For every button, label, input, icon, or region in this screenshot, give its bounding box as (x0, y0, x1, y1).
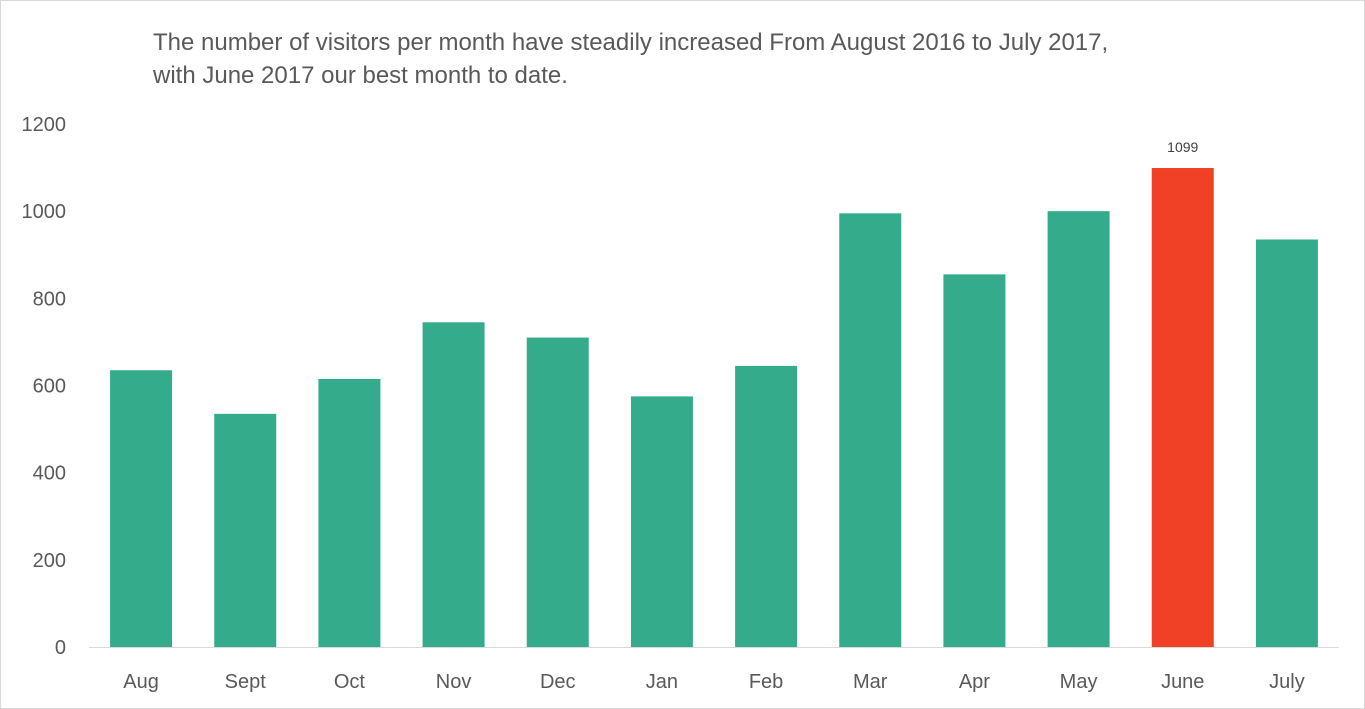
x-tick-label-feb: Feb (749, 671, 783, 693)
bar-july (1255, 239, 1318, 647)
y-axis-ticks: 0 200 400 600 800 1000 1200 (22, 114, 67, 659)
bar-nov (422, 322, 485, 647)
bar-may (1047, 211, 1110, 647)
bar-jan (630, 396, 693, 647)
x-tick-label-sept: Sept (225, 671, 267, 693)
x-tick-label-nov: Nov (436, 671, 472, 693)
chart-title: The number of visitors per month have st… (153, 26, 1303, 92)
chart-title-line-1: The number of visitors per month have st… (153, 29, 1109, 56)
bar-feb (735, 365, 798, 647)
y-tick-label: 800 (33, 288, 66, 310)
x-axis-ticks: Aug Sept Oct Nov Dec Jan Feb Mar Apr May June July (123, 671, 1304, 693)
y-tick-label: 200 (33, 550, 66, 572)
bar-aug (110, 370, 173, 647)
x-tick-label-dec: Dec (540, 671, 576, 693)
bar-oct (318, 378, 381, 647)
data-labels: 1099 (1167, 139, 1198, 155)
y-tick-label: 600 (33, 376, 66, 398)
x-tick-label-mar: Mar (853, 671, 888, 693)
y-tick-label: 400 (33, 463, 66, 485)
y-tick-label: 1000 (22, 201, 67, 223)
bar-mar (839, 213, 902, 648)
bar-sept (214, 413, 277, 647)
x-tick-label-jan: Jan (646, 671, 678, 693)
data-label-june: 1099 (1167, 139, 1198, 155)
x-tick-label-june: June (1161, 671, 1204, 693)
x-tick-label-may: May (1060, 671, 1098, 693)
x-tick-label-oct: Oct (334, 671, 366, 693)
bar-june (1151, 168, 1214, 647)
y-tick-label: 0 (55, 637, 66, 659)
chart-title-line-2: with June 2017 our best month to date. (153, 62, 568, 89)
x-tick-label-aug: Aug (123, 671, 159, 693)
bar-dec (526, 337, 589, 647)
x-tick-label-apr: Apr (959, 671, 990, 693)
y-tick-label: 1200 (22, 114, 67, 136)
bars (110, 168, 1318, 648)
x-tick-label-july: July (1269, 671, 1305, 693)
bar-apr (943, 274, 1006, 647)
